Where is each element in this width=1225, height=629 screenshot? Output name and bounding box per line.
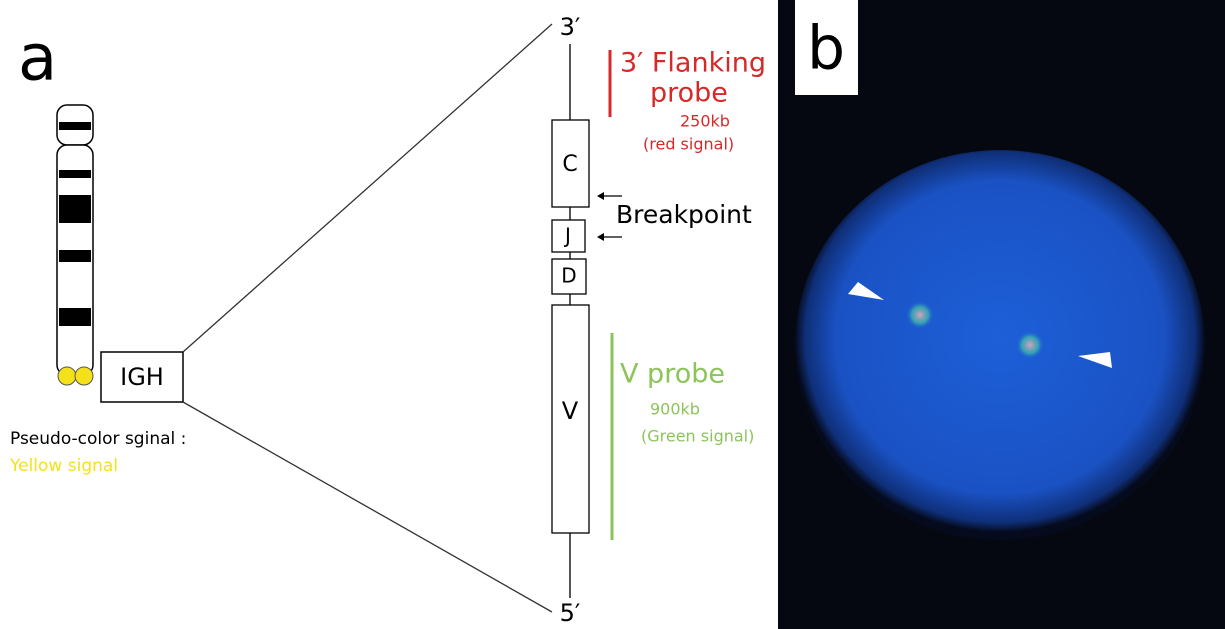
probe-title: V probe [620,359,725,390]
segment-label: V [562,397,579,425]
segment-label: C [562,152,577,177]
end-label: 5′ [560,599,581,627]
probe-signal: (red signal) [643,135,734,154]
segment-label: J [563,224,571,248]
probe-size: 250kb [680,112,730,131]
band [59,170,91,178]
yellow-signal [58,367,76,385]
probe-size: 900kb [650,400,700,419]
panel-label: b [807,14,845,84]
panel-b: b [778,0,1225,629]
yellow-signal [75,367,93,385]
panel-a: a IGH Pseudo-color sginal : Yellow signa… [9,13,766,627]
segment-label: D [561,264,576,288]
end-label: 3′ [560,13,581,41]
fish-signal [906,301,934,329]
note: Pseudo-color sginal : [10,429,186,449]
zoom-line [183,24,552,352]
probe-title: 3′ Flanking [620,48,766,79]
gene-label: IGH [120,363,164,391]
note: Yellow signal [9,456,118,476]
band [59,195,91,223]
zoom-line [183,402,552,612]
arrowhead [597,192,604,200]
breakpoint-label: Breakpoint [616,200,752,229]
probe-signal: (Green signal) [641,427,754,446]
figure: a IGH Pseudo-color sginal : Yellow signa… [0,0,1225,629]
probe-title: probe [650,78,728,109]
panel-label: a [18,22,57,96]
nucleus [795,150,1205,540]
band [59,250,91,262]
band [59,308,91,326]
fish-signal [1016,331,1044,359]
band [59,122,91,130]
arrowhead [597,233,604,241]
